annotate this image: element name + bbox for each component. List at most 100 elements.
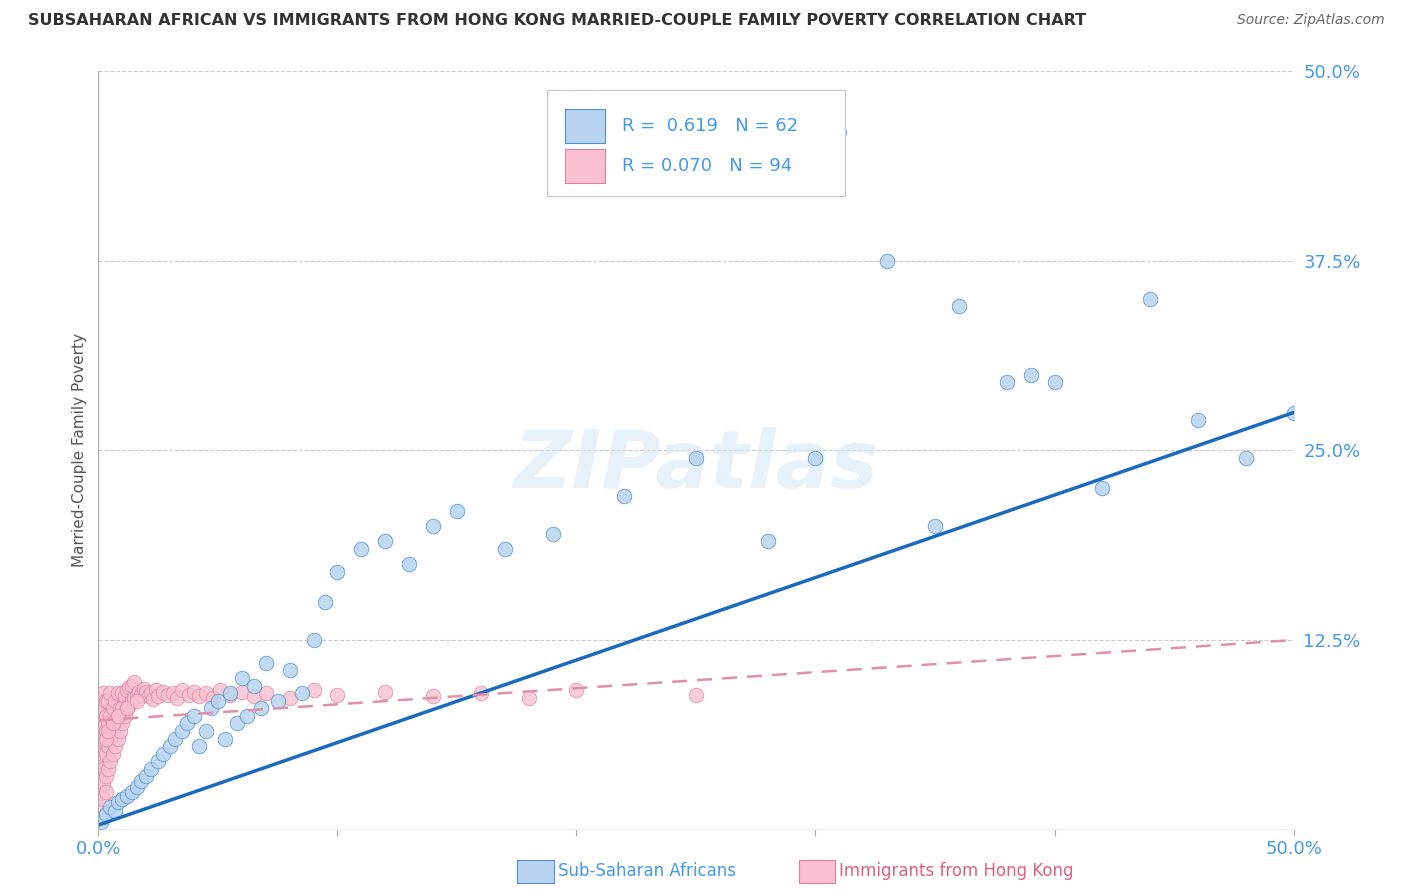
Point [176, 716, 198, 731]
Point [541, 526, 564, 541]
Point [101, 747, 124, 761]
Point [91, 762, 114, 776]
Point [125, 694, 148, 708]
Point [1139, 292, 1161, 306]
Point [94, 708, 117, 723]
Point [565, 683, 588, 698]
Y-axis label: Married-Couple Family Poverty: Married-Couple Family Poverty [72, 334, 87, 567]
Point [90, 815, 112, 830]
Point [685, 688, 707, 702]
Point [1234, 451, 1257, 466]
Point [91, 810, 114, 824]
Point [135, 684, 157, 698]
Point [446, 504, 468, 518]
Point [108, 701, 131, 715]
Point [254, 656, 277, 670]
Point [90, 785, 112, 799]
Point [398, 557, 420, 572]
Point [733, 170, 755, 185]
Point [219, 688, 242, 702]
Point [226, 716, 249, 731]
Point [101, 701, 124, 715]
Point [152, 684, 174, 698]
Point [219, 686, 242, 700]
Point [131, 774, 153, 789]
Point [148, 689, 170, 703]
Point [115, 701, 138, 715]
FancyBboxPatch shape [565, 110, 605, 143]
FancyBboxPatch shape [565, 150, 605, 183]
Point [214, 731, 236, 746]
Point [90, 769, 112, 784]
Point [152, 747, 174, 761]
Point [613, 489, 636, 503]
Point [114, 708, 136, 723]
Point [250, 701, 273, 715]
Point [128, 684, 150, 698]
Point [187, 739, 209, 753]
Point [209, 683, 232, 698]
Point [98, 731, 122, 746]
Point [131, 688, 153, 702]
Point [107, 708, 129, 723]
Point [200, 701, 222, 715]
Point [94, 807, 117, 822]
Point [142, 692, 165, 706]
Text: R =  0.619   N = 62: R = 0.619 N = 62 [621, 117, 799, 135]
Text: SUBSAHARAN AFRICAN VS IMMIGRANTS FROM HONG KONG MARRIED-COUPLE FAMILY POVERTY CO: SUBSAHARAN AFRICAN VS IMMIGRANTS FROM HO… [28, 13, 1087, 29]
Text: ZIPatlas: ZIPatlas [513, 426, 879, 505]
Point [125, 780, 148, 794]
FancyBboxPatch shape [547, 90, 845, 196]
Point [98, 686, 122, 700]
Point [104, 739, 127, 753]
Point [315, 595, 337, 609]
Point [163, 731, 186, 746]
Point [159, 739, 181, 753]
Point [254, 686, 277, 700]
Point [172, 724, 194, 739]
Point [470, 686, 492, 700]
Point [156, 688, 179, 702]
Point [107, 731, 129, 746]
Point [115, 683, 138, 698]
Point [90, 694, 112, 708]
Point [91, 792, 114, 806]
Point [90, 739, 112, 753]
Point [94, 769, 117, 784]
Point [111, 701, 134, 715]
Point [107, 708, 129, 723]
Point [302, 633, 325, 648]
Point [104, 694, 127, 708]
Point [91, 747, 114, 761]
Point [107, 686, 129, 700]
Point [138, 689, 160, 703]
Point [139, 762, 162, 776]
Point [243, 678, 266, 692]
Point [374, 684, 396, 698]
Point [114, 689, 136, 703]
Point [94, 785, 117, 799]
Point [101, 716, 124, 731]
Point [183, 708, 205, 723]
Point [1091, 482, 1114, 496]
Point [111, 716, 134, 731]
Point [101, 724, 124, 739]
Point [108, 724, 131, 739]
Point [91, 777, 114, 791]
Point [1282, 405, 1305, 420]
Point [125, 689, 148, 703]
Point [132, 681, 155, 696]
Point [107, 795, 129, 809]
Point [183, 684, 205, 698]
Point [302, 683, 325, 698]
Point [179, 688, 201, 702]
Text: Source: ZipAtlas.com: Source: ZipAtlas.com [1237, 13, 1385, 28]
Point [124, 690, 146, 705]
Point [1187, 413, 1209, 427]
Point [97, 694, 120, 708]
Point [278, 690, 301, 705]
Point [326, 565, 349, 579]
Text: R = 0.070   N = 94: R = 0.070 N = 94 [621, 157, 792, 175]
Point [97, 716, 120, 731]
Point [121, 694, 143, 708]
